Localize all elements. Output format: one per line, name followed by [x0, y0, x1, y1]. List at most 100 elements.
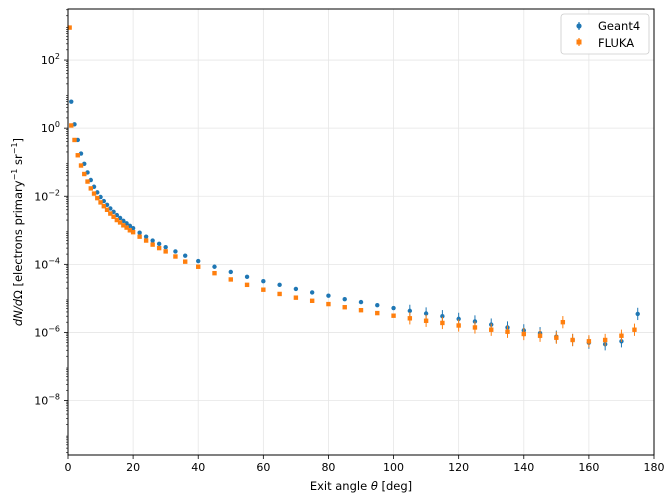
x-tick-label: 20 [126, 461, 140, 474]
data-point-fluka [521, 331, 526, 337]
legend-frame [560, 13, 650, 55]
grid [67, 9, 655, 455]
data-point-fluka [358, 307, 364, 313]
data-point-fluka [196, 264, 201, 269]
x-tick-label: 0 [65, 461, 72, 474]
x-tick-label: 120 [448, 461, 469, 474]
data-point-fluka [137, 234, 142, 239]
data-point-geant4 [358, 299, 364, 305]
data-point-fluka [124, 225, 129, 230]
data-point-fluka [150, 242, 155, 247]
data-point-fluka [261, 287, 266, 292]
data-point-fluka [75, 153, 80, 158]
data-point-fluka [632, 327, 637, 332]
legend-marker-fluka [576, 38, 582, 46]
data-point-fluka [127, 228, 133, 233]
data-point-geant4 [163, 244, 168, 250]
data-point-fluka [342, 305, 347, 310]
data-point-geant4 [635, 311, 640, 317]
data-point-fluka [326, 301, 331, 307]
data-point-geant4 [423, 311, 429, 316]
data-point-fluka [391, 313, 396, 318]
data-point-geant4 [293, 286, 299, 292]
data-point-geant4 [212, 264, 217, 269]
data-point-geant4 [375, 303, 380, 308]
data-point-geant4 [173, 249, 178, 254]
data-point-fluka [117, 220, 123, 225]
data-point-fluka [228, 277, 233, 282]
data-point-geant4 [326, 293, 331, 298]
ticks: 0 20 40 60 80 100 120 140 160 180 10−8 10−6 10−4 10−2… [34, 9, 665, 474]
data-point-geant4 [244, 274, 250, 280]
data-point-geant4 [407, 308, 413, 314]
data-point-geant4 [309, 290, 315, 295]
data-point-fluka [111, 214, 116, 219]
legend-label-geant4: Geant4 [598, 19, 640, 33]
data-point-fluka [88, 186, 93, 191]
data-point-fluka [537, 333, 543, 338]
x-axis-label: Exit angle θ [deg] [310, 479, 412, 493]
data-point-geant4 [183, 253, 188, 258]
data-point-fluka [101, 204, 107, 209]
x-tick-label: 160 [578, 461, 599, 474]
data-point-fluka [407, 316, 413, 321]
x-tick-label: 60 [256, 461, 270, 474]
data-point-fluka [163, 249, 168, 254]
data-point-fluka [277, 291, 282, 297]
y-tick-label: 100 [41, 120, 60, 135]
data-point-geant4 [69, 99, 74, 104]
data-point-geant4 [228, 269, 233, 275]
y-axis-label: dN/dΩ [electrons primary−1 sr−1] [10, 138, 25, 326]
data-point-fluka [423, 318, 429, 323]
data-point-fluka [456, 323, 461, 328]
y-tick-label: 10−6 [34, 324, 60, 339]
x-tick-label: 100 [383, 461, 404, 474]
data-point-fluka [244, 282, 250, 288]
data-point-geant4 [456, 316, 461, 322]
x-tick-label: 180 [644, 461, 665, 474]
data-point-geant4 [391, 305, 396, 311]
data-point-fluka [602, 337, 608, 343]
data-point-geant4 [261, 278, 266, 284]
y-tick-label: 10−4 [34, 256, 60, 271]
data-point-fluka [212, 270, 217, 276]
data-point-fluka [309, 298, 315, 303]
data-point-fluka [173, 254, 178, 259]
legend-marker-geant4 [576, 22, 582, 30]
legend-label-fluka: FLUKA [598, 36, 634, 50]
data-point-geant4 [137, 230, 142, 235]
data-point-fluka [183, 259, 188, 264]
data-point-fluka [293, 295, 299, 300]
x-tick-label: 140 [513, 461, 534, 474]
x-tick-label: 40 [191, 461, 205, 474]
data-point-fluka [130, 229, 136, 235]
data-point-fluka [91, 191, 97, 196]
data-point-fluka [67, 25, 72, 30]
data-point-fluka [98, 200, 103, 205]
data-point-fluka [156, 245, 162, 251]
data-point-fluka [505, 329, 510, 334]
data-point-fluka [104, 207, 110, 213]
data-point-fluka [121, 223, 126, 228]
data-point-fluka [85, 179, 90, 184]
y-tick-label: 102 [41, 52, 60, 67]
data-point-fluka [440, 320, 445, 326]
data-point-fluka [619, 333, 624, 338]
y-tick-label: 10−8 [34, 393, 60, 408]
data-point-geant4 [196, 258, 201, 264]
x-tick-label: 80 [321, 461, 335, 474]
data-point-fluka [489, 327, 494, 332]
data-point-fluka [78, 163, 84, 168]
data-point-fluka [472, 325, 478, 330]
data-point-fluka [570, 337, 575, 343]
data-point-fluka [82, 171, 87, 177]
data-point-geant4 [150, 238, 155, 243]
data-point-fluka [586, 339, 592, 344]
legend: Geant4 FLUKA [560, 13, 650, 55]
data-point-geant4 [440, 313, 445, 319]
data-point-fluka [560, 319, 566, 325]
data-point-geant4 [156, 241, 162, 247]
data-point-geant4 [342, 296, 347, 302]
